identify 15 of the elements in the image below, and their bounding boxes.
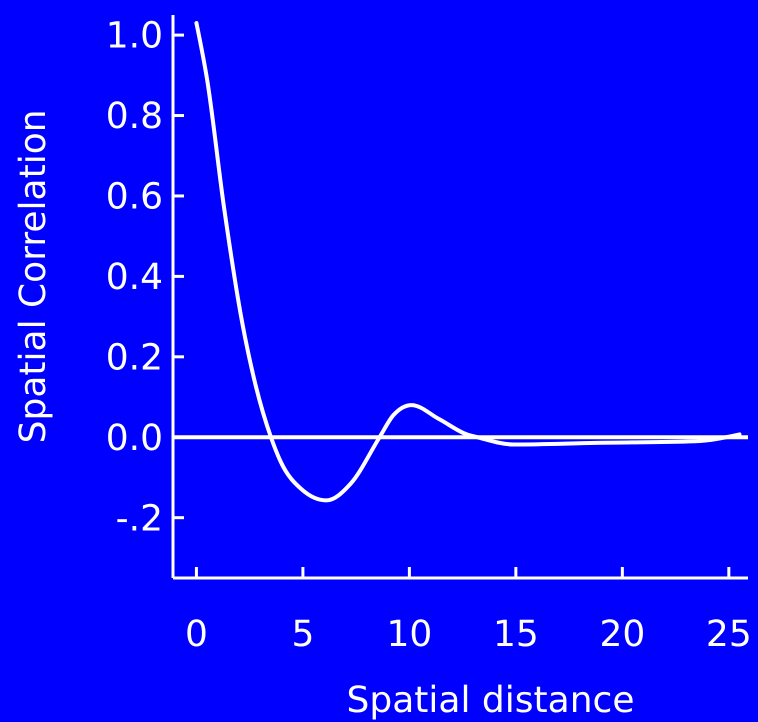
x-tick-label: 10 — [386, 614, 432, 655]
x-tick-label: 15 — [492, 614, 539, 655]
y-tick-label: -.2 — [116, 498, 163, 540]
y-axis-title: Spatial Correlation — [13, 109, 54, 444]
y-tick-label: 0.8 — [106, 96, 163, 138]
x-tick-label: 5 — [291, 614, 314, 655]
x-axis-title: Spatial distance — [346, 680, 634, 721]
y-tick-label: 1.0 — [106, 16, 163, 57]
x-tick-label: 0 — [184, 614, 208, 655]
y-tick-label: 0.0 — [106, 418, 163, 459]
y-tick-label: 0.6 — [106, 176, 163, 218]
x-tick-label: 20 — [599, 614, 646, 655]
y-tick-label: 0.4 — [106, 256, 163, 298]
y-tick-label: 0.2 — [106, 337, 163, 378]
x-tick-label: 25 — [706, 614, 752, 655]
